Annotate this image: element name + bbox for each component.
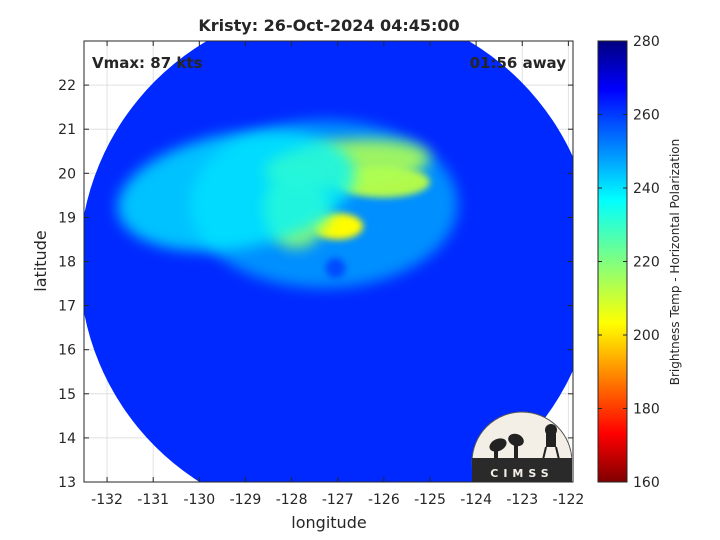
- x-tick-label: -130: [183, 492, 215, 508]
- feature-outer-spiral: [117, 130, 355, 252]
- y-tick-label: 20: [58, 166, 76, 182]
- colorbar-tick-label: 220: [633, 255, 660, 271]
- y-tick-label: 18: [58, 255, 76, 271]
- storm-eye: [325, 257, 346, 279]
- x-tick-label: -122: [552, 492, 584, 508]
- x-tick-label: -128: [276, 492, 308, 508]
- y-tick-label: 15: [58, 387, 76, 403]
- x-tick-label: -126: [368, 492, 400, 508]
- x-tick-label: -129: [230, 492, 262, 508]
- x-tick-label: -131: [137, 492, 169, 508]
- y-axis-label: latitude: [31, 230, 50, 291]
- y-tick-label: 16: [58, 343, 76, 359]
- colorbar-tick-label: 200: [633, 328, 660, 344]
- x-axis-label: longitude: [291, 513, 366, 532]
- y-tick-label: 14: [58, 431, 76, 447]
- x-tick-label: -132: [91, 492, 123, 508]
- vmax-annotation: Vmax: 87 kts: [92, 54, 202, 72]
- cimss-logo: CIMSS: [471, 411, 572, 482]
- logo-text: CIMSS: [490, 467, 553, 480]
- x-tick-label: -125: [414, 492, 446, 508]
- colorbar-tick-label: 240: [633, 181, 660, 197]
- y-tick-label: 22: [58, 78, 76, 94]
- storm-features: [117, 120, 458, 288]
- chart-title: Kristy: 26-Oct-2024 04:45:00: [198, 16, 459, 35]
- y-tick-label: 21: [58, 122, 76, 138]
- brightness-swath: [84, 41, 573, 482]
- x-axis-ticks: -132 -131 -130 -129 -128 -127 -126 -125 -124 -123…: [91, 41, 584, 508]
- colorbar-ticks: 160 180 200 220 240 260 280: [598, 34, 660, 491]
- colorbar-tick-label: 260: [633, 108, 660, 124]
- colorbar-tick-label: 180: [633, 402, 660, 418]
- x-tick-label: -124: [460, 492, 492, 508]
- colorbar-tick-label: 280: [633, 34, 660, 50]
- y-tick-label: 17: [58, 299, 76, 315]
- y-axis-ticks: 13 14 15 16 17 18 19 20 21 22: [58, 78, 573, 491]
- colorbar: [597, 40, 628, 483]
- colorbar-tick-label: 160: [633, 475, 660, 491]
- x-tick-label: -127: [322, 492, 354, 508]
- y-tick-label: 13: [58, 475, 76, 491]
- colorbar-label: Brightness Temp - Horizontal Polarizatio…: [668, 139, 682, 386]
- y-tick-label: 19: [58, 210, 76, 226]
- time-offset-annotation: 01:56 away: [470, 54, 567, 72]
- x-tick-label: -123: [506, 492, 538, 508]
